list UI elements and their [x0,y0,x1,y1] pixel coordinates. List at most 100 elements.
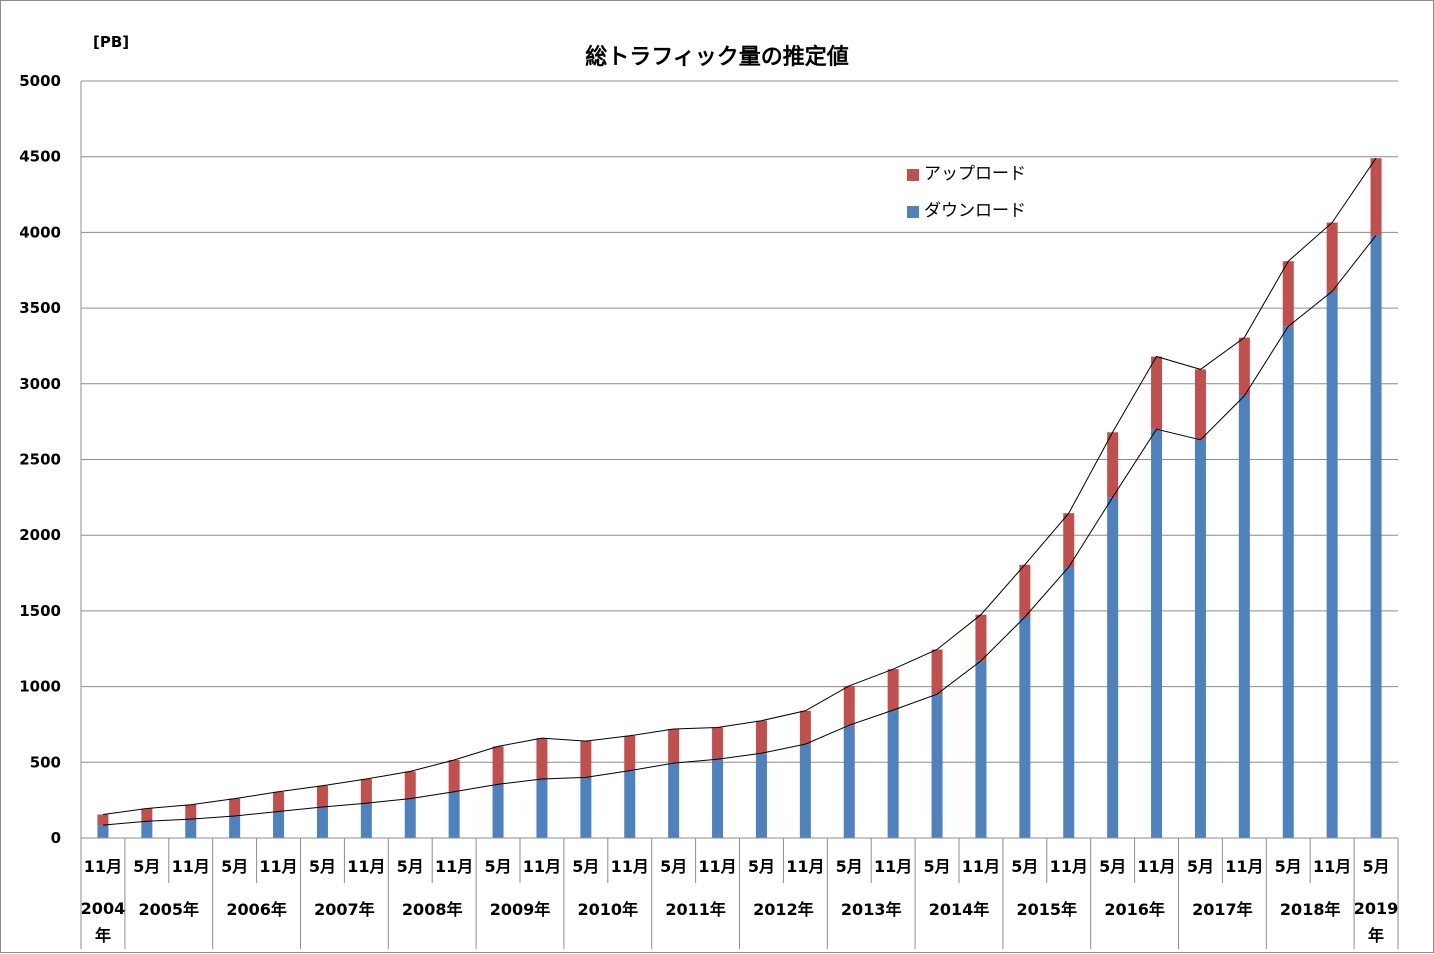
bar-download [404,798,416,838]
bar-download [1019,616,1031,838]
bar-download [448,791,460,838]
chart-title: 総トラフィック量の推定値 [585,44,849,70]
bar-download [1326,291,1338,838]
bar-upload [799,710,811,745]
bar-upload [492,746,504,785]
bar-download [229,816,241,838]
bar-download [141,821,153,838]
y-tick-label: 2000 [19,526,61,544]
trend-lines [102,157,1377,826]
y-tick-label: 5000 [19,72,61,90]
legend-label: アップロード [924,164,1026,184]
bar-upload [843,685,855,726]
x-tick-label: 11月 [435,857,473,876]
year-label: 2008年 [402,900,463,919]
y-tick-label: 1500 [19,602,61,620]
bar-upload [1370,158,1382,236]
year-label: 2019 [1354,899,1399,918]
x-tick-label: 5月 [1362,857,1389,876]
bar-download [316,806,328,838]
bar-upload [975,614,987,661]
year-label-suffix: 年 [95,926,111,945]
bar-upload [1282,261,1294,327]
download-trend-line [102,235,1377,826]
bar-download [843,725,855,838]
bar-download [492,784,504,838]
x-tick-label: 11月 [1050,857,1088,876]
x-tick-label: 5月 [1099,857,1126,876]
bar-upload [97,814,109,826]
bar-download [360,803,372,838]
bar-upload [185,804,197,820]
year-label: 2011年 [665,900,726,919]
bar-download [1194,439,1206,838]
bar-upload [536,738,548,779]
bar-download [1282,326,1294,838]
y-tick-label: 2500 [19,451,61,469]
year-label: 2009年 [490,900,551,919]
unit-label: [PB] [93,33,129,51]
legend-swatch [907,206,919,218]
bar-download [624,770,636,838]
bar-upload [580,741,592,778]
y-tick-label: 1000 [19,678,61,696]
x-tick-label: 5月 [484,857,511,876]
bar-upload [273,791,285,812]
bar-upload [712,727,724,760]
year-label: 2014年 [929,900,990,919]
year-label: 2013年 [841,900,902,919]
bar-download [712,759,724,838]
bar-upload [1151,356,1163,430]
bar-upload [1063,513,1075,567]
y-tick-label: 3500 [19,299,61,317]
bar-upload [316,785,328,807]
x-tick-label: 11月 [698,857,736,876]
bar-upload [1238,337,1250,396]
x-tick-label: 11月 [1137,857,1175,876]
x-tick-label: 5月 [1275,857,1302,876]
x-tick-label: 5月 [221,857,248,876]
x-tick-label: 5月 [1011,857,1038,876]
bar-download [536,778,548,838]
bar-upload [404,771,416,799]
y-tick-label: 3000 [19,375,61,393]
x-tick-label: 5月 [397,857,424,876]
bar-download [755,753,767,838]
bars [97,158,1382,839]
year-label: 2016年 [1104,900,1165,919]
year-label: 2018年 [1280,900,1341,919]
x-tick-label: 11月 [1225,857,1263,876]
year-label: 2007年 [314,900,375,919]
bar-upload [1019,564,1031,617]
x-tick-label: 5月 [1187,857,1214,876]
x-tick-label: 11月 [347,857,385,876]
bar-download [185,819,197,838]
legend-label: ダウンロード [924,201,1026,221]
bar-download [1151,429,1163,838]
year-label: 2004 [81,899,126,918]
y-tick-label: 4000 [19,223,61,241]
x-axis: 11月 5月 11月 5月 11月 5月 11月 5月 11月 5月 11月 5月 11月 5月 11月 5月… [80,837,1399,949]
bar-upload [624,735,636,771]
bar-upload [360,778,372,804]
bar-upload [229,798,241,817]
year-label: 2017年 [1192,900,1253,919]
bar-upload [668,728,680,764]
year-label: 2015年 [1017,900,1078,919]
year-label: 2006年 [226,900,287,919]
x-tick-label: 5月 [572,857,599,876]
x-tick-label: 5月 [836,857,863,876]
bar-download [887,710,899,838]
bar-download [668,763,680,838]
bar-download [1107,497,1119,838]
year-label: 2012年 [753,900,814,919]
bar-upload [1326,222,1338,292]
bar-upload [1194,369,1206,440]
x-tick-label: 5月 [748,857,775,876]
bar-download [1063,566,1075,838]
x-tick-label: 11月 [172,857,210,876]
x-tick-label: 11月 [611,857,649,876]
